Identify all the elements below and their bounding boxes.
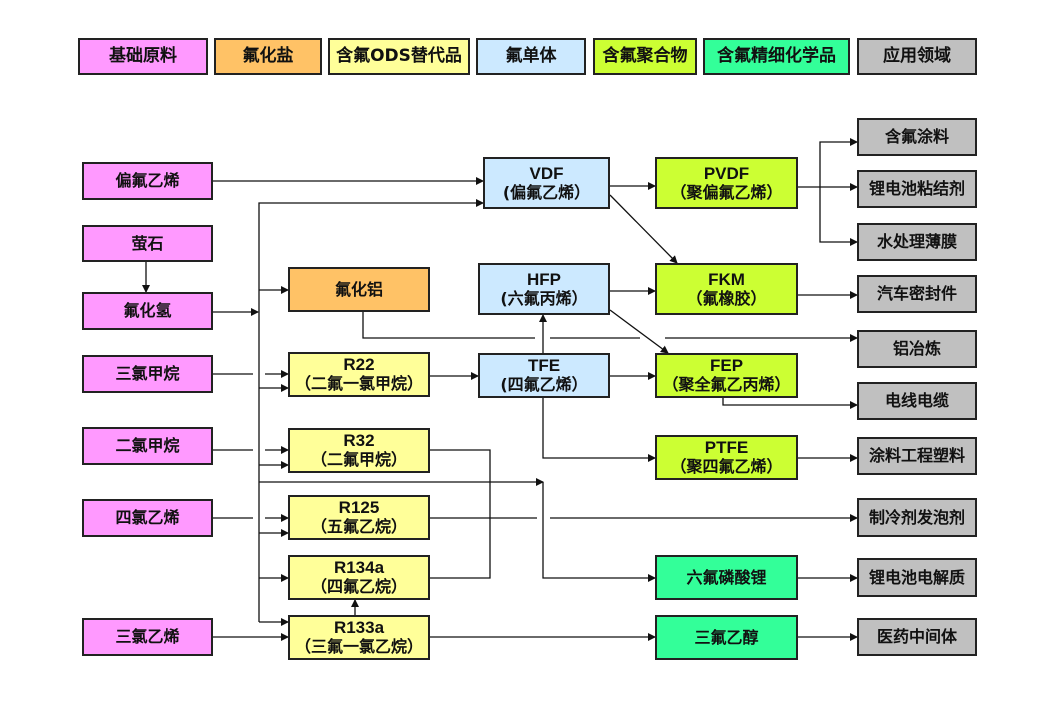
arrow-to-lipf6	[542, 482, 656, 582]
node-sublabel: （氟橡胶）	[686, 288, 767, 308]
node-ptfe: PTFE （聚四氟乙烯）	[655, 435, 798, 480]
node-label: 含氟涂料	[884, 127, 949, 147]
node-label: FKM	[708, 269, 745, 289]
node-label: 三氯乙烯	[115, 627, 180, 647]
node-fep: FEP （聚全氟乙丙烯）	[655, 353, 798, 398]
node-sublabel: （二氟一氯甲烷）	[294, 374, 423, 394]
node-app4: 汽车密封件	[857, 275, 977, 313]
node-label: 制冷剂发泡剂	[868, 507, 965, 527]
node-r134a: R134a （四氟乙烷）	[288, 555, 430, 600]
node-erlvjiawan: 二氯甲烷	[82, 427, 213, 465]
node-r22: R22 （二氟一氯甲烷）	[288, 352, 430, 397]
node-label: 电线电缆	[884, 391, 949, 411]
node-label: 汽车密封件	[876, 284, 957, 304]
legend-mono: 氟单体	[476, 38, 586, 75]
node-sublabel: （四氟乙烷）	[310, 577, 407, 597]
node-label: 氟化氢	[123, 301, 172, 321]
node-label: TFE	[527, 356, 561, 376]
node-app1: 含氟涂料	[857, 118, 977, 156]
node-vdf: VDF (偏氟乙烯）	[483, 157, 610, 209]
node-sublabel: （五氟乙烷）	[310, 517, 407, 537]
node-pvdf: PVDF （聚偏氟乙烯）	[655, 157, 798, 209]
node-fkm: FKM （氟橡胶）	[655, 263, 798, 315]
node-sanfuyichun: 三氟乙醇	[655, 615, 798, 660]
node-r32: R32 （二氟甲烷）	[288, 428, 430, 473]
node-label: FEP	[709, 356, 744, 376]
node-sanlvyixi: 三氯乙烯	[82, 618, 213, 656]
node-sublabel: (六氟丙烯）	[500, 288, 588, 308]
line-fuhualv-1	[362, 312, 535, 339]
node-app6: 电线电缆	[857, 382, 977, 420]
node-app3: 水处理薄膜	[857, 223, 977, 261]
node-sublabel: (四氟乙烯）	[500, 375, 588, 395]
node-label: 二氯甲烷	[115, 436, 180, 456]
node-label: 锂电池粘结剂	[868, 179, 965, 199]
node-label: 四氯乙烯	[115, 508, 180, 528]
node-tfe: TFE (四氟乙烯）	[478, 353, 610, 398]
node-label: 涂料工程塑料	[868, 446, 965, 466]
node-app10: 医药中间体	[857, 618, 977, 656]
line-r32-r134a	[430, 449, 491, 579]
node-app7: 涂料工程塑料	[857, 437, 977, 475]
node-label: 萤石	[131, 233, 164, 253]
node-app9: 锂电池电解质	[857, 558, 977, 597]
node-pianfu: 偏氟乙烯	[82, 162, 213, 200]
arrow-tfe-ptfe	[542, 398, 656, 462]
node-app2: 锂电池粘结剂	[857, 170, 977, 208]
node-r125: R125 （五氟乙烷）	[288, 495, 430, 540]
node-label: 锂电池电解质	[868, 567, 965, 587]
node-label: 三氟乙醇	[694, 627, 759, 647]
arrow-fep-app6	[722, 398, 858, 409]
legend-app: 应用领域	[857, 38, 977, 75]
node-label: PTFE	[704, 438, 749, 458]
legend-poly: 含氟聚合物	[593, 38, 697, 75]
node-label: 六氟磷酸锂	[686, 567, 767, 587]
legend-ods: 含氟ODS替代品	[328, 38, 470, 75]
node-hfp: HFP (六氟丙烯）	[478, 263, 610, 315]
node-label: 水处理薄膜	[876, 232, 957, 252]
node-lipf6: 六氟磷酸锂	[655, 555, 798, 600]
node-fuhualv: 氟化铝	[288, 267, 430, 312]
node-label: 铝冶炼	[892, 339, 941, 359]
node-fuhuaqing: 氟化氢	[82, 292, 213, 330]
node-label: VDF	[529, 163, 564, 183]
node-label: R125	[338, 498, 380, 518]
node-yingshi: 萤石	[82, 225, 213, 262]
node-sublabel: （聚全氟乙丙烯）	[662, 375, 791, 395]
node-label: R134a	[333, 558, 385, 578]
node-r133a: R133a （三氟一氯乙烷）	[288, 615, 430, 660]
node-label: R22	[343, 355, 375, 375]
legend-fine: 含氟精细化学品	[703, 38, 850, 75]
node-label: R133a	[333, 618, 385, 638]
node-sublabel: （聚四氟乙烯）	[670, 457, 783, 477]
node-sublabel: （二氟甲烷）	[310, 450, 407, 470]
arrow-vdf-fkm	[609, 194, 678, 264]
node-sublabel: （三氟一氯乙烷）	[294, 637, 423, 657]
node-label: 三氯甲烷	[115, 364, 180, 384]
legend-base: 基础原料	[78, 38, 208, 75]
node-silvyixi: 四氯乙烯	[82, 499, 213, 537]
node-label: R32	[343, 431, 375, 451]
arrow-pvdf-app1	[819, 138, 858, 187]
node-label: HFP	[527, 269, 561, 289]
node-sanlvjiawan: 三氯甲烷	[82, 355, 213, 393]
node-sublabel: (偏氟乙烯）	[502, 182, 591, 202]
node-app8: 制冷剂发泡剂	[857, 498, 977, 537]
node-label: 医药中间体	[876, 627, 957, 647]
arrow-hfp-fep	[609, 309, 669, 354]
legend-salt: 氟化盐	[214, 38, 322, 75]
node-label: 偏氟乙烯	[115, 171, 180, 191]
node-sublabel: （聚偏氟乙烯）	[670, 182, 783, 202]
arrow-pvdf-app3	[819, 187, 858, 246]
node-label: 氟化铝	[334, 279, 383, 299]
node-label: PVDF	[703, 163, 750, 183]
node-app5: 铝冶炼	[857, 330, 977, 368]
